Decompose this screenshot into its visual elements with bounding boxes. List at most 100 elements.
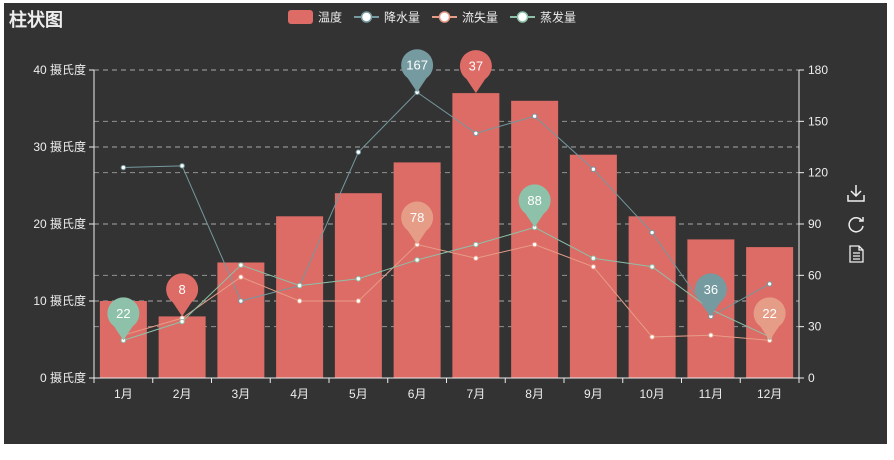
mark-point: 22	[107, 297, 140, 341]
legend-marker	[360, 11, 373, 23]
x-tick-label: 4月	[290, 387, 309, 401]
bar-温度	[452, 93, 500, 378]
y-right-tick-label: 60	[808, 268, 822, 282]
y-left-tick-label: 30 摄氏度	[33, 139, 86, 154]
refresh-icon[interactable]	[847, 215, 865, 233]
mark-point-tail	[172, 301, 193, 317]
mark-point-pin	[518, 184, 551, 217]
point-降水量	[355, 149, 362, 155]
mark-point-tail	[465, 78, 486, 94]
y-right-tick-label: 30	[808, 320, 822, 334]
mark-point-tail	[759, 325, 780, 341]
point-蒸发量	[649, 264, 655, 270]
y-right-tick-label: 90	[808, 217, 822, 231]
legend-label: 降水量	[384, 11, 420, 25]
legend-item[interactable]: 蒸发量	[510, 10, 576, 25]
point-降水量	[473, 130, 479, 137]
mark-point-pin	[401, 49, 434, 82]
mark-point-pin	[459, 50, 492, 83]
point-蒸发量	[414, 257, 420, 263]
point-流失量	[649, 334, 655, 340]
chart-title: 柱状图	[9, 9, 63, 30]
mark-point: 36	[694, 273, 727, 317]
x-tick-label: 11月	[699, 387, 723, 401]
legend-label: 温度	[318, 10, 342, 25]
point-流失量	[238, 274, 244, 280]
point-降水量	[766, 281, 773, 287]
point-蒸发量	[179, 318, 185, 325]
mark-point: 78	[401, 201, 434, 245]
bar-温度	[393, 162, 441, 378]
y-right-tick-label: 150	[808, 114, 828, 128]
legend-item[interactable]: 降水量	[354, 11, 420, 25]
point-流失量	[531, 241, 538, 248]
chart-container: 柱状图 温度 降水量 流失量 蒸发量 0 摄氏度 10 摄氏度 20 摄氏度 30 摄氏度 4…	[4, 3, 887, 444]
x-tick-label: 9月	[584, 387, 603, 401]
point-蒸发量	[296, 282, 303, 289]
mark-point-label: 37	[469, 59, 483, 74]
point-蒸发量	[590, 255, 597, 261]
legend-marker	[516, 11, 529, 23]
mark-point-pin	[694, 273, 727, 306]
mark-points: 8 37 167 36 78 22 22 88	[107, 49, 786, 341]
x-tick-label: 6月	[408, 387, 427, 401]
x-tick-label: 10月	[639, 387, 664, 401]
point-流失量	[473, 255, 479, 261]
mark-point: 167	[401, 49, 434, 93]
point-降水量	[120, 164, 127, 171]
mark-point-tail	[113, 325, 134, 341]
mark-point-tail	[700, 301, 721, 317]
mark-point-pin	[107, 297, 140, 330]
mark-point-tail	[524, 212, 545, 228]
mark-point-label: 22	[116, 306, 130, 321]
line-蒸发量	[123, 226, 770, 341]
legend-label: 流失量	[462, 10, 498, 25]
mark-point: 88	[518, 184, 551, 228]
point-流失量	[708, 332, 714, 338]
mark-point: 37	[459, 50, 492, 94]
x-tick-label: 1月	[114, 387, 133, 401]
mark-point-label: 167	[406, 58, 428, 73]
y-left-tick-label: 20 摄氏度	[33, 216, 86, 231]
bar-温度	[158, 316, 206, 378]
mark-point-tail	[407, 229, 428, 245]
bar-温度	[217, 262, 265, 378]
grid-lines	[94, 69, 799, 328]
legend: 温度 降水量 流失量 蒸发量	[288, 10, 576, 25]
x-tick-label: 5月	[349, 387, 368, 401]
toolbox	[847, 184, 865, 263]
bar-line-chart: 柱状图 温度 降水量 流失量 蒸发量 0 摄氏度 10 摄氏度 20 摄氏度 30 摄氏度 4…	[9, 9, 865, 401]
line-降水量	[123, 91, 770, 318]
x-tick-label: 8月	[525, 387, 544, 401]
x-tick-label: 3月	[232, 387, 251, 401]
legend-marker	[438, 11, 451, 23]
line-流失量	[123, 243, 770, 341]
mark-point-label: 36	[704, 282, 718, 297]
point-蒸发量	[355, 276, 362, 282]
mark-point-pin	[753, 297, 786, 330]
y-right-tick-label: 120	[808, 166, 828, 180]
axes: 0 摄氏度 10 摄氏度 20 摄氏度 30 摄氏度 40 摄氏度 0 30 60 90 120 1…	[33, 62, 828, 401]
legend-label: 蒸发量	[540, 10, 576, 25]
point-流失量	[355, 298, 362, 304]
mark-point: 8	[166, 273, 199, 317]
y-left-tick-label: 10 摄氏度	[33, 293, 86, 308]
legend-item[interactable]: 温度	[288, 10, 342, 25]
point-流失量	[590, 264, 597, 270]
x-tick-label: 7月	[467, 387, 486, 401]
download-icon[interactable]	[847, 184, 865, 202]
point-降水量	[179, 163, 185, 169]
bar-温度	[511, 100, 559, 379]
y-right-tick-label: 0	[808, 371, 815, 385]
point-降水量	[238, 298, 244, 304]
document-icon[interactable]	[849, 245, 864, 263]
legend-swatch	[288, 10, 313, 24]
legend-item[interactable]: 流失量	[432, 10, 498, 25]
mark-point-label: 88	[527, 193, 541, 208]
mark-point-pin	[401, 201, 434, 234]
point-降水量	[590, 166, 597, 172]
x-tick-label: 12月	[757, 387, 782, 401]
bar-series	[99, 93, 794, 379]
bar-温度	[276, 216, 324, 378]
mark-point-label: 22	[762, 306, 776, 321]
